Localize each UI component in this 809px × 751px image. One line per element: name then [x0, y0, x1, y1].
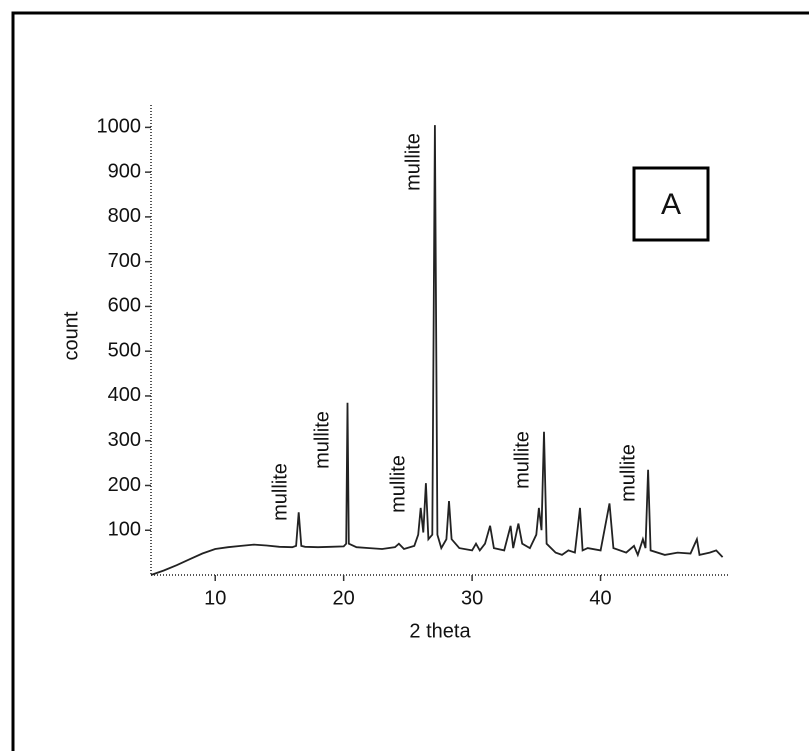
peak-annotation: mullite — [617, 444, 639, 502]
y-tick-label: 1000 — [97, 116, 142, 138]
peak-annotation: mullite — [387, 455, 409, 513]
y-tick-label: 400 — [108, 384, 141, 406]
data-line — [150, 125, 724, 576]
peak-annotation: mullite — [511, 431, 533, 489]
frame — [11, 11, 809, 751]
y-tick-label: 800 — [108, 205, 141, 227]
peak-annotation: mullite — [402, 133, 424, 191]
peak-annotation: mullite — [311, 411, 333, 469]
x-tick-label: 40 — [589, 587, 611, 609]
x-tick-label: 20 — [333, 587, 355, 609]
y-tick-label: 300 — [108, 429, 141, 451]
y-axis-label: count — [60, 311, 82, 360]
y-tick-label: 500 — [108, 339, 141, 361]
y-tick-label: 900 — [108, 160, 141, 182]
x-tick-label: 10 — [204, 587, 226, 609]
x-tick-label: 30 — [461, 587, 483, 609]
y-tick-label: 200 — [108, 474, 141, 496]
x-axis-label: 2 theta — [409, 620, 471, 642]
panel-box — [632, 166, 710, 242]
peak-annotation: mullite — [269, 463, 291, 521]
y-tick-label: 600 — [108, 295, 141, 317]
y-tick-label: 700 — [108, 250, 141, 272]
panel-label: A — [661, 188, 681, 221]
y-tick-label: 100 — [108, 519, 141, 541]
